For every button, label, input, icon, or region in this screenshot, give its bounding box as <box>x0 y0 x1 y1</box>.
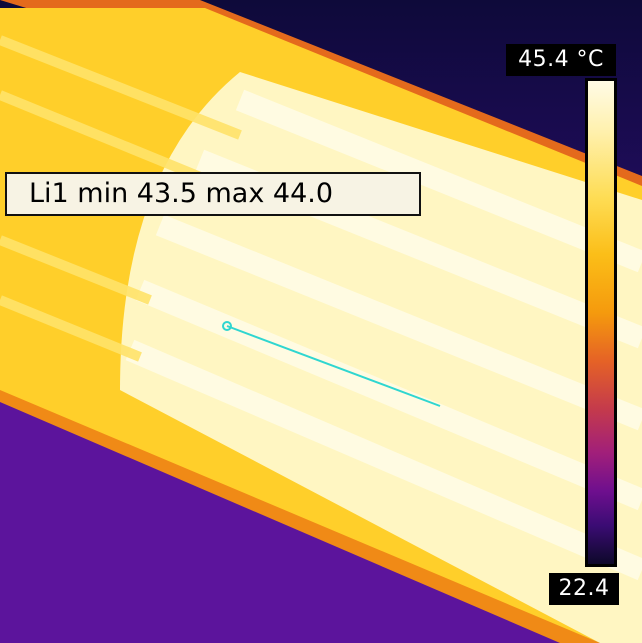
color-scale-bar <box>585 78 617 567</box>
scale-max-label: 45.4 °C <box>506 44 616 76</box>
scale-min-label: 22.4 <box>549 573 619 605</box>
warm-stripes <box>0 35 242 362</box>
measurement-line-handle[interactable] <box>222 321 232 331</box>
measurement-readout: Li1 min 43.5 max 44.0 <box>5 172 421 216</box>
measurement-line[interactable] <box>226 325 441 407</box>
